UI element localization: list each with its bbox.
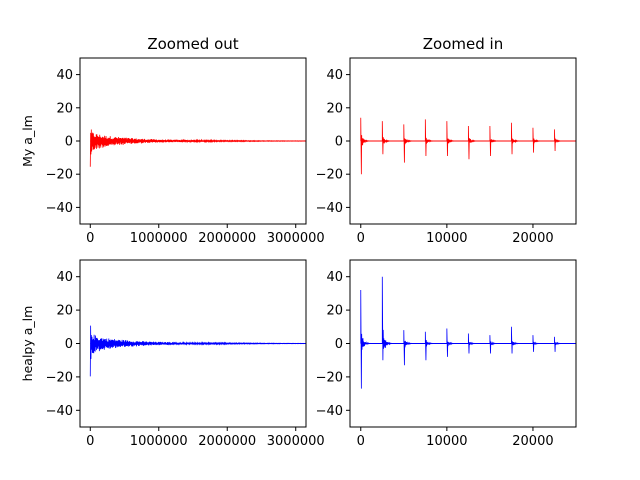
series-line xyxy=(360,117,576,175)
y-tick-label: 40 xyxy=(56,68,73,83)
spike-1 xyxy=(360,117,371,175)
y-tick-label: −40 xyxy=(46,201,73,216)
spike-9 xyxy=(532,127,543,153)
spike-3 xyxy=(403,124,414,163)
y-tick-label: 20 xyxy=(326,304,343,319)
y-tick-label: 0 xyxy=(335,337,343,352)
x-tick-label: 0 xyxy=(86,434,94,449)
subplot-title: Zoomed in xyxy=(423,35,503,53)
y-tick-label: 0 xyxy=(65,135,73,150)
spike-11 xyxy=(575,335,576,348)
spike-10 xyxy=(554,336,565,352)
spike-10 xyxy=(554,129,565,151)
y-axis-label: My a_lm xyxy=(20,115,35,167)
series-line xyxy=(89,129,306,167)
y-tick-label: −20 xyxy=(46,168,73,183)
x-tick-label: 3000000 xyxy=(267,231,325,246)
series-line xyxy=(89,325,306,377)
x-tick-label: 2000000 xyxy=(198,231,256,246)
subplot-title: Zoomed out xyxy=(147,35,238,53)
y-tick-label: 20 xyxy=(326,101,343,116)
y-tick-label: 20 xyxy=(56,101,73,116)
subplot-4: −40 −20 0 20 40 0 10000 20000 xyxy=(316,259,577,449)
spike-9 xyxy=(532,335,543,352)
spike-4 xyxy=(424,331,435,361)
y-tick-label: −20 xyxy=(316,168,343,183)
spike-2 xyxy=(381,121,392,155)
y-tick-label: −40 xyxy=(316,404,343,419)
y-tick-label: 40 xyxy=(326,270,343,285)
spike-3 xyxy=(403,330,414,366)
y-tick-label: 40 xyxy=(56,270,73,285)
x-tick-label: 10000 xyxy=(426,434,467,449)
spike-6 xyxy=(467,333,478,354)
spike-5 xyxy=(446,121,457,156)
y-tick-label: 0 xyxy=(65,337,73,352)
spike-5 xyxy=(446,328,457,357)
x-tick-label: 20000 xyxy=(512,231,553,246)
x-tick-label: 10000 xyxy=(426,231,467,246)
y-tick-label: 40 xyxy=(326,68,343,83)
spike-7 xyxy=(489,126,500,156)
spike-11 xyxy=(575,131,576,144)
subplot-3: −40 −20 0 20 40 0 1000000 2000000 3000000 healpy … xyxy=(20,259,325,449)
x-tick-label: 20000 xyxy=(512,434,553,449)
x-tick-label: 2000000 xyxy=(198,434,256,449)
spike-7 xyxy=(489,335,500,354)
y-tick-label: −40 xyxy=(316,201,343,216)
spike-8 xyxy=(511,122,522,155)
y-tick-label: −20 xyxy=(316,370,343,385)
x-tick-label: 1000000 xyxy=(130,434,188,449)
y-tick-label: 20 xyxy=(56,304,73,319)
spike-4 xyxy=(424,119,435,156)
x-tick-label: 0 xyxy=(357,231,365,246)
y-tick-label: −20 xyxy=(46,370,73,385)
x-tick-label: 0 xyxy=(357,434,365,449)
x-tick-label: 0 xyxy=(86,231,94,246)
y-tick-label: 0 xyxy=(335,135,343,150)
spike-8 xyxy=(511,326,522,354)
subplot-1: −40 −20 0 20 40 0 1000000 2000000 3000000 Zoomed … xyxy=(20,35,325,246)
y-axis-label: healpy a_lm xyxy=(20,306,35,382)
x-tick-label: 3000000 xyxy=(267,434,325,449)
spike-6 xyxy=(467,126,478,160)
spike-2 xyxy=(381,276,393,361)
spike-1 xyxy=(360,290,371,389)
x-tick-label: 1000000 xyxy=(130,231,188,246)
y-tick-label: −40 xyxy=(46,404,73,419)
series-line xyxy=(360,276,576,389)
subplot-2: −40 −20 0 20 40 0 10000 20000 Zoomed in xyxy=(316,35,577,246)
